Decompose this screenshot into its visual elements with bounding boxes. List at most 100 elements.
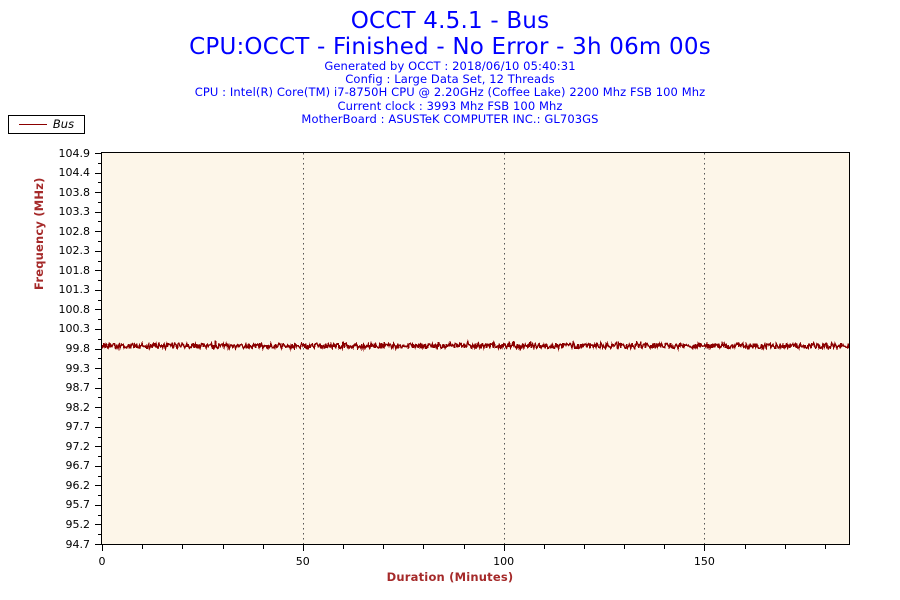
y-tick-label: 102.8 — [58, 224, 91, 238]
y-tick-label: 97.7 — [65, 420, 91, 434]
y-tick-minor — [97, 182, 102, 184]
y-tick-major — [95, 426, 102, 428]
test-status-title: CPU:OCCT - Finished - No Error - 3h 06m … — [189, 34, 711, 60]
legend-label-bus: Bus — [52, 116, 75, 131]
y-tick-minor — [97, 514, 102, 516]
y-tick-minor — [97, 319, 102, 321]
y-tick-minor — [97, 201, 102, 203]
y-tick-minor — [97, 397, 102, 399]
x-tick-minor — [664, 544, 666, 549]
plot-inner — [102, 153, 849, 544]
y-tick-minor — [97, 534, 102, 536]
y-tick-major — [95, 465, 102, 467]
y-tick-minor — [97, 241, 102, 242]
x-tick-major — [102, 544, 103, 551]
y-tick-major — [95, 172, 102, 174]
x-tick-minor — [824, 544, 826, 549]
y-tick-label: 95.7 — [65, 498, 91, 512]
y-tick-major — [95, 407, 102, 409]
y-tick-minor — [97, 416, 102, 418]
meta-motherboard: MotherBoard : ASUSTeK COMPUTER INC.: GL7… — [301, 111, 599, 126]
x-tick-minor — [784, 544, 786, 549]
x-tick-minor — [182, 544, 184, 549]
x-tick-minor — [262, 544, 264, 549]
y-tick-label: 101.3 — [58, 283, 91, 297]
y-tick-minor — [97, 221, 102, 223]
x-axis-title: Duration (Minutes) — [386, 570, 514, 584]
y-tick-major — [95, 348, 102, 350]
y-tick-major — [95, 524, 102, 526]
y-tick-label: 98.2 — [65, 400, 91, 414]
x-tick-minor — [423, 544, 425, 549]
y-tick-label: 96.2 — [65, 478, 91, 492]
x-tick-major — [503, 544, 505, 551]
y-tick-major — [95, 504, 102, 506]
gridline-x-100 — [503, 153, 505, 544]
legend-swatch-bus — [18, 124, 47, 125]
title-block: OCCT 4.5.1 - Bus CPU:OCCT - Finished - N… — [0, 0, 900, 126]
x-tick-major — [302, 544, 304, 551]
y-tick-label: 100.3 — [58, 322, 91, 336]
y-tick-minor — [97, 358, 102, 360]
y-tick-major — [95, 387, 102, 389]
y-tick-major — [95, 446, 102, 448]
y-tick-label: 95.2 — [65, 517, 91, 531]
meta-generated: Generated by OCCT : 2018/06/10 05:40:31 — [324, 59, 576, 73]
y-tick-major — [95, 250, 102, 252]
x-tick-label: 150 — [693, 555, 715, 568]
gridline-x-50 — [302, 153, 304, 544]
y-tick-major — [95, 544, 102, 545]
chart-legend: Bus — [8, 115, 85, 134]
x-tick-minor — [624, 544, 626, 549]
y-tick-minor — [97, 475, 102, 477]
y-tick-label: 101.8 — [58, 263, 91, 277]
y-tick-label: 98.7 — [65, 381, 91, 395]
y-tick-minor — [97, 162, 102, 164]
y-tick-label: 99.8 — [65, 342, 91, 355]
y-tick-major — [95, 289, 102, 291]
x-tick-label: 100 — [493, 555, 515, 568]
y-tick-major — [95, 485, 102, 487]
x-tick-minor — [343, 544, 344, 549]
y-tick-major — [95, 368, 102, 369]
y-tick-label: 99.3 — [65, 361, 91, 375]
x-tick-minor — [463, 544, 465, 549]
gridline-x-150 — [704, 153, 706, 544]
y-tick-major — [95, 328, 102, 330]
y-tick-label: 96.7 — [65, 459, 91, 473]
y-tick-label: 104.4 — [58, 166, 91, 180]
x-tick-minor — [744, 544, 746, 549]
x-tick-minor — [383, 544, 385, 549]
y-tick-minor — [97, 377, 102, 379]
y-tick-label: 102.3 — [58, 244, 91, 258]
y-tick-minor — [97, 260, 102, 262]
y-tick-minor — [97, 456, 102, 457]
y-tick-minor — [97, 338, 102, 340]
y-tick-major — [95, 231, 102, 233]
y-tick-label: 94.7 — [65, 537, 91, 551]
y-tick-label: 103.8 — [58, 185, 91, 199]
x-tick-minor — [222, 544, 224, 549]
y-tick-minor — [97, 280, 102, 282]
series-bus-line — [102, 339, 849, 352]
y-tick-major — [95, 270, 102, 272]
y-tick-minor — [97, 495, 102, 497]
y-tick-major — [95, 211, 102, 213]
y-tick-major — [95, 309, 102, 311]
meta-config: Config : Large Data Set, 12 Threads — [345, 72, 555, 87]
y-tick-label: 97.2 — [65, 439, 91, 453]
meta-current-clock: Current clock : 3993 Mhz FSB 100 Mhz — [337, 98, 563, 113]
y-tick-minor — [97, 299, 102, 301]
y-tick-major — [95, 153, 102, 154]
plot-area: 94.7 95.2 95.7 96.2 96.7 97.2 97.7 98.2 98.7 99.3… — [59, 148, 850, 567]
y-tick-label: 100.8 — [58, 302, 91, 316]
y-tick-label: 103.3 — [58, 205, 91, 219]
y-tick-minor — [97, 436, 102, 438]
y-tick-major — [95, 192, 102, 194]
x-tick-minor — [142, 544, 144, 549]
x-tick-minor — [543, 544, 545, 549]
y-tick-label: 104.9 — [58, 146, 91, 160]
x-tick-label: 0 — [98, 555, 106, 568]
x-tick-minor — [583, 544, 585, 549]
